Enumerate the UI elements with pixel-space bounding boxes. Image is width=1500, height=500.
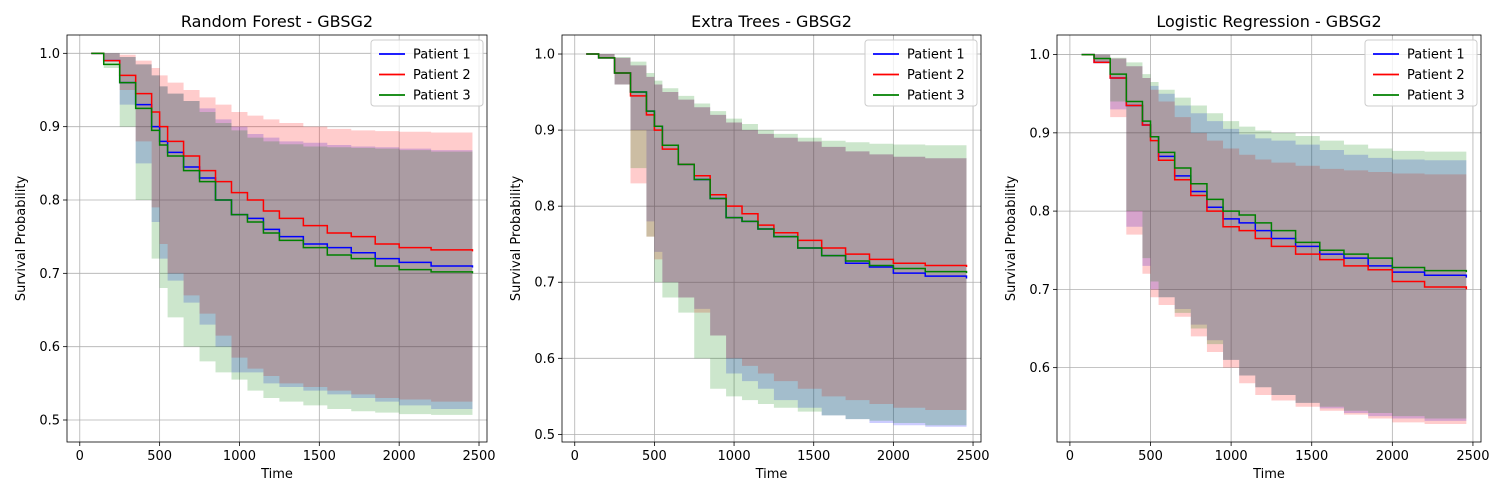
y-tick-label: 0.7 bbox=[39, 267, 60, 282]
survival-line-patient-3 bbox=[1081, 53, 1468, 273]
confidence-band-patient-3 bbox=[1081, 54, 1467, 420]
confidence-band-patient-1 bbox=[91, 53, 473, 412]
legend-box bbox=[370, 39, 484, 107]
chart-title: Random Forest - GBSG2 bbox=[181, 12, 373, 31]
y-tick-label: 0.6 bbox=[1029, 361, 1050, 376]
y-tick-label: 0.9 bbox=[39, 120, 60, 135]
legend-label-patient-1: Patient 1 bbox=[907, 48, 965, 63]
chart-title: Logistic Regression - GBSG2 bbox=[1156, 12, 1381, 31]
y-tick-label: 0.9 bbox=[1029, 126, 1050, 141]
x-tick-label: 2500 bbox=[956, 449, 989, 464]
x-tick-label: 1500 bbox=[303, 449, 336, 464]
confidence-band-patient-1 bbox=[586, 54, 967, 429]
y-tick-label: 0.8 bbox=[39, 194, 60, 209]
legend-label-patient-1: Patient 1 bbox=[1407, 48, 1465, 63]
y-tick-label: 0.8 bbox=[1029, 205, 1050, 220]
y-axis-label: Survival Probability bbox=[14, 176, 29, 302]
y-tick-label: 0.8 bbox=[534, 200, 555, 215]
legend-box bbox=[864, 39, 978, 107]
y-tick-label: 1.0 bbox=[39, 47, 60, 62]
confidence-band-patient-2 bbox=[91, 53, 473, 403]
x-tick-label: 1000 bbox=[718, 449, 751, 464]
x-tick-label: 1000 bbox=[1215, 449, 1248, 464]
x-tick-label: 0 bbox=[1066, 449, 1074, 464]
x-tick-label: 2000 bbox=[877, 449, 910, 464]
survival-line-patient-3 bbox=[91, 52, 474, 274]
survival-line-patient-2 bbox=[91, 52, 474, 252]
y-tick-label: 0.9 bbox=[534, 124, 555, 139]
y-tick-label: 0.7 bbox=[534, 276, 555, 291]
y-tick-label: 1.0 bbox=[534, 48, 555, 63]
legend-label-patient-3: Patient 3 bbox=[413, 89, 471, 104]
x-tick-label: 1000 bbox=[223, 449, 256, 464]
legend-label-patient-2: Patient 2 bbox=[1407, 68, 1465, 83]
confidence-band-patient-3 bbox=[91, 53, 473, 416]
legend-label-patient-2: Patient 2 bbox=[413, 68, 471, 83]
legend-box bbox=[1364, 39, 1478, 107]
chart-title: Extra Trees - GBSG2 bbox=[691, 12, 852, 31]
legend-label-patient-3: Patient 3 bbox=[1407, 89, 1465, 104]
x-tick-label: 0 bbox=[571, 449, 579, 464]
x-tick-label: 1500 bbox=[797, 449, 830, 464]
x-tick-label: 2500 bbox=[1456, 449, 1489, 464]
y-tick-label: 0.5 bbox=[39, 414, 60, 429]
x-axis-label: Time bbox=[755, 467, 788, 482]
axes-frame bbox=[1056, 34, 1482, 443]
confidence-band-patient-2 bbox=[1081, 54, 1467, 425]
x-tick-label: 2000 bbox=[1376, 449, 1409, 464]
chart-panel-1: 0 500 1000 1500 2000 2500 0.5 0.6 0.7 0.8 0.9 1.0 Ra… bbox=[14, 12, 496, 482]
x-axis-label: Time bbox=[260, 467, 293, 482]
legend: Patient 1 Patient 2 Patient 3 bbox=[1364, 39, 1478, 107]
x-tick-label: 500 bbox=[642, 449, 667, 464]
x-tick-label: 500 bbox=[1138, 449, 1163, 464]
survival-line-patient-2 bbox=[1081, 53, 1468, 290]
x-tick-label: 2500 bbox=[462, 449, 495, 464]
legend-label-patient-1: Patient 1 bbox=[413, 48, 471, 63]
chart-panel-2: 0 500 1000 1500 2000 2500 0.5 0.6 0.7 0.8 0.9 1.0 Ex… bbox=[509, 12, 990, 482]
legend: Patient 1 Patient 2 Patient 3 bbox=[370, 39, 484, 107]
x-tick-label: 0 bbox=[76, 449, 84, 464]
y-tick-label: 0.6 bbox=[534, 352, 555, 367]
legend-label-patient-2: Patient 2 bbox=[907, 68, 965, 83]
y-tick-label: 0.6 bbox=[39, 340, 60, 355]
axes-frame bbox=[66, 34, 488, 443]
chart-panel-3: 0 500 1000 1500 2000 2500 0.6 0.7 0.8 0.9 1.0 Logis… bbox=[1004, 12, 1489, 482]
y-tick-label: 0.7 bbox=[1029, 283, 1050, 298]
survival-line-patient-3 bbox=[586, 53, 968, 274]
x-axis-label: Time bbox=[1252, 467, 1285, 482]
y-tick-label: 0.5 bbox=[534, 428, 555, 443]
axes-frame bbox=[561, 34, 982, 443]
y-axis-label: Survival Probability bbox=[509, 176, 524, 302]
x-tick-label: 1500 bbox=[1295, 449, 1328, 464]
confidence-band-patient-3 bbox=[586, 54, 967, 427]
x-tick-label: 500 bbox=[147, 449, 172, 464]
y-axis-label: Survival Probability bbox=[1004, 176, 1019, 302]
legend: Patient 1 Patient 2 Patient 3 bbox=[864, 39, 978, 107]
y-tick-label: 1.0 bbox=[1029, 48, 1050, 63]
x-tick-label: 2000 bbox=[383, 449, 416, 464]
legend-label-patient-3: Patient 3 bbox=[907, 89, 965, 104]
